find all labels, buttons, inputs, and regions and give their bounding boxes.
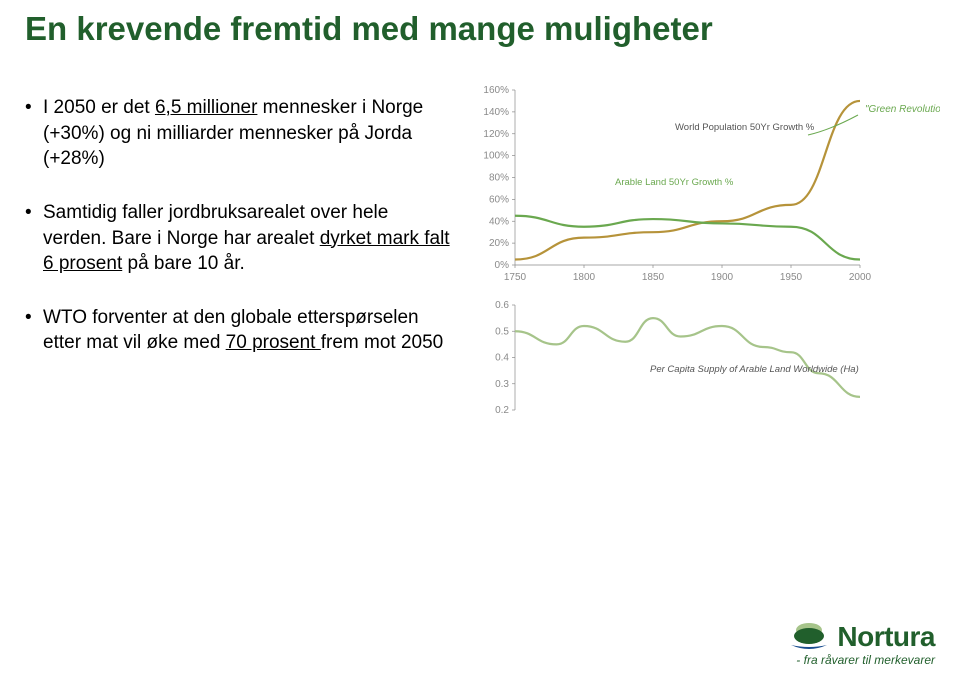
per-capita-chart: 0.2 0.3 0.4 0.5 0.6 Per Capita Supply of Arab… (470, 300, 940, 420)
logo-name: Nortura (837, 621, 935, 653)
svg-text:0.2: 0.2 (495, 405, 509, 416)
svg-text:2000: 2000 (849, 272, 872, 283)
svg-text:160%: 160% (483, 85, 509, 96)
svg-text:1850: 1850 (642, 272, 665, 283)
svg-text:1900: 1900 (711, 272, 734, 283)
bullet-list: I 2050 er det 6,5 millioner mennesker i … (25, 95, 455, 384)
bullet-item: I 2050 er det 6,5 millioner mennesker i … (25, 95, 455, 172)
page-title: En krevende fremtid med mange muligheter (25, 10, 713, 48)
svg-text:140%: 140% (483, 107, 509, 118)
bullet-item: Samtidig faller jordbruksarealet over he… (25, 200, 455, 277)
svg-text:0.5: 0.5 (495, 326, 509, 337)
svg-text:1950: 1950 (780, 272, 803, 283)
svg-text:Per Capita Supply of Arable La: Per Capita Supply of Arable Land Worldwi… (650, 364, 859, 375)
bullet-item: WTO forventer at den globale etterspørse… (25, 305, 455, 356)
svg-text:0%: 0% (495, 260, 510, 271)
svg-text:0.6: 0.6 (495, 300, 509, 311)
svg-text:0.4: 0.4 (495, 353, 509, 364)
svg-text:120%: 120% (483, 129, 509, 140)
svg-text:100%: 100% (483, 151, 509, 162)
svg-text:20%: 20% (489, 238, 509, 249)
svg-text:80%: 80% (489, 173, 509, 184)
svg-text:40%: 40% (489, 216, 509, 227)
nortura-logo: Nortura - fra råvarer til merkevarer (787, 619, 935, 667)
logo-tagline: - fra råvarer til merkevarer (787, 653, 935, 667)
svg-text:1800: 1800 (573, 272, 596, 283)
svg-text:"Green Revolution": "Green Revolution" (865, 104, 940, 115)
svg-text:World Population 50Yr Growth %: World Population 50Yr Growth % (675, 122, 815, 133)
logo-icon (787, 619, 831, 655)
svg-text:Arable Land 50Yr Growth %: Arable Land 50Yr Growth % (615, 177, 734, 188)
svg-text:1750: 1750 (504, 272, 527, 283)
svg-text:0.3: 0.3 (495, 379, 509, 390)
svg-text:60%: 60% (489, 194, 509, 205)
growth-chart: 0% 20% 40% 60% 80% 100% 120% 140% 160% 1750 1800 18… (470, 80, 940, 290)
